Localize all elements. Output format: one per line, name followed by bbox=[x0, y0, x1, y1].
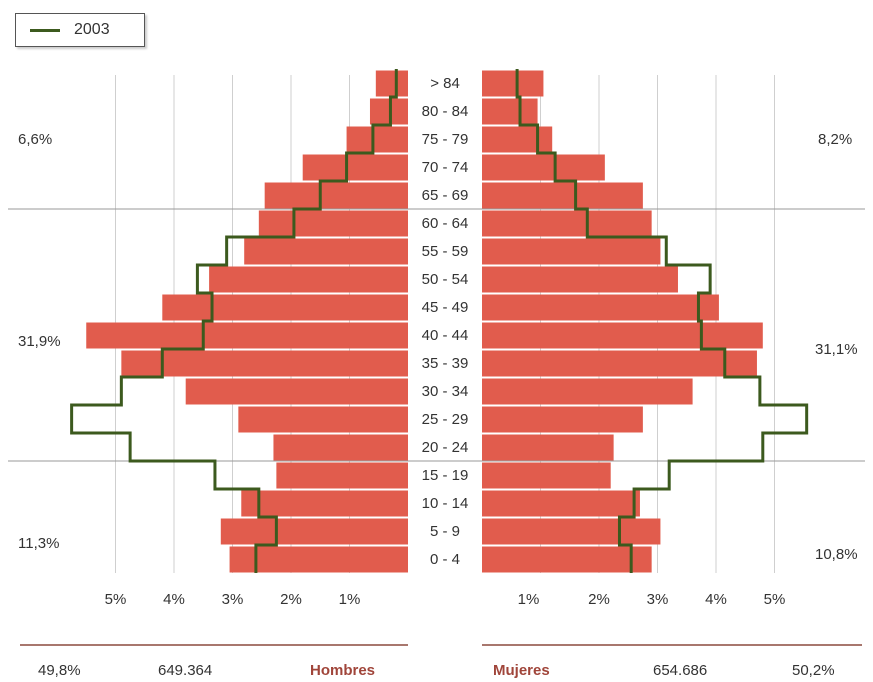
hombres-bar-2 bbox=[241, 490, 408, 517]
tick-right-4: 5% bbox=[764, 591, 786, 608]
mujeres-bar-4 bbox=[482, 434, 614, 461]
hombres-bar-15 bbox=[346, 126, 408, 153]
mujeres-bar-10 bbox=[482, 266, 678, 293]
age-label-7: 35 - 39 bbox=[422, 355, 469, 372]
axis-tick-labels: 5% 4% 3% 2% 1% 1% 2% 3% 4% 5% bbox=[105, 591, 786, 608]
hombres-bar-13 bbox=[264, 182, 408, 209]
age-label-1: 5 - 9 bbox=[430, 523, 460, 540]
age-label-2: 10 - 14 bbox=[422, 495, 469, 512]
hombres-bar-6 bbox=[185, 378, 408, 405]
hombres-bar-10 bbox=[209, 266, 408, 293]
mujeres-bar-0 bbox=[482, 546, 652, 573]
age-label-3: 15 - 19 bbox=[422, 467, 469, 484]
tick-left-3: 2% bbox=[280, 591, 302, 608]
hombres-bar-8 bbox=[86, 322, 408, 349]
mujeres-count: 654.686 bbox=[653, 662, 708, 679]
tick-right-2: 3% bbox=[647, 591, 669, 608]
left-group-pct-bottom: 11,3% bbox=[18, 535, 60, 552]
age-label-13: 65 - 69 bbox=[422, 187, 469, 204]
mujeres-bars bbox=[482, 70, 763, 573]
age-label-0: 0 - 4 bbox=[430, 551, 460, 568]
tick-right-1: 2% bbox=[588, 591, 610, 608]
legend-line-swatch bbox=[30, 29, 60, 32]
age-label-17: > 84 bbox=[430, 75, 460, 92]
mujeres-bar-9 bbox=[482, 294, 719, 321]
hombres-bars bbox=[86, 70, 408, 573]
mujeres-bar-6 bbox=[482, 378, 693, 405]
line-2003-hombres bbox=[70, 69, 398, 573]
age-label-4: 20 - 24 bbox=[422, 439, 469, 456]
tick-left-0: 5% bbox=[105, 591, 127, 608]
mujeres-bar-17 bbox=[482, 70, 544, 97]
age-label-9: 45 - 49 bbox=[422, 299, 469, 316]
age-label-8: 40 - 44 bbox=[422, 327, 469, 344]
tick-right-3: 4% bbox=[705, 591, 727, 608]
legend: 2003 bbox=[15, 13, 145, 47]
tick-left-4: 1% bbox=[339, 591, 361, 608]
hombres-bar-11 bbox=[244, 238, 408, 265]
hombres-bar-7 bbox=[121, 350, 408, 377]
line-2003-mujeres bbox=[515, 69, 809, 573]
hombres-bar-0 bbox=[229, 546, 408, 573]
age-group-labels: 0 - 4 5 - 9 10 - 14 15 - 19 20 - 24 25 - 29 30… bbox=[422, 75, 469, 568]
mujeres-bar-3 bbox=[482, 462, 611, 489]
hombres-count: 649.364 bbox=[158, 662, 213, 679]
right-group-pct-top: 8,2% bbox=[818, 131, 853, 148]
mujeres-percentage: 50,2% bbox=[792, 662, 835, 679]
lines-2003 bbox=[70, 69, 809, 573]
hombres-bar-14 bbox=[302, 154, 408, 181]
right-group-pct-middle: 31,1% bbox=[815, 341, 858, 358]
hombres-bar-5 bbox=[238, 406, 408, 433]
hombres-bar-3 bbox=[276, 462, 408, 489]
hombres-label: Hombres bbox=[310, 662, 376, 679]
age-label-6: 30 - 34 bbox=[422, 383, 469, 400]
left-group-pct-top: 6,6% bbox=[18, 131, 53, 148]
hombres-bar-9 bbox=[162, 294, 408, 321]
mujeres-bar-8 bbox=[482, 322, 763, 349]
mujeres-bar-1 bbox=[482, 518, 661, 545]
hombres-bar-1 bbox=[220, 518, 408, 545]
age-label-5: 25 - 29 bbox=[422, 411, 469, 428]
mujeres-bar-5 bbox=[482, 406, 643, 433]
age-label-14: 70 - 74 bbox=[422, 159, 469, 176]
age-label-11: 55 - 59 bbox=[422, 243, 469, 260]
age-label-15: 75 - 79 bbox=[422, 131, 469, 148]
hombres-bar-12 bbox=[258, 210, 408, 237]
mujeres-bar-13 bbox=[482, 182, 643, 209]
hombres-bar-4 bbox=[273, 434, 408, 461]
mujeres-bar-11 bbox=[482, 238, 661, 265]
hombres-bar-17 bbox=[375, 70, 408, 97]
mujeres-label: Mujeres bbox=[493, 662, 550, 679]
mujeres-bar-14 bbox=[482, 154, 605, 181]
mujeres-bar-12 bbox=[482, 210, 652, 237]
mujeres-bar-2 bbox=[482, 490, 640, 517]
legend-label: 2003 bbox=[74, 21, 110, 38]
age-label-12: 60 - 64 bbox=[422, 215, 469, 232]
tick-left-2: 3% bbox=[222, 591, 244, 608]
tick-right-0: 1% bbox=[518, 591, 540, 608]
age-label-10: 50 - 54 bbox=[422, 271, 469, 288]
mujeres-bar-16 bbox=[482, 98, 538, 125]
age-label-16: 80 - 84 bbox=[422, 103, 469, 120]
tick-left-1: 4% bbox=[163, 591, 185, 608]
left-group-pct-middle: 31,9% bbox=[18, 333, 61, 350]
mujeres-bar-15 bbox=[482, 126, 553, 153]
right-group-pct-bottom: 10,8% bbox=[815, 546, 858, 563]
hombres-percentage: 49,8% bbox=[38, 662, 81, 679]
mujeres-bar-7 bbox=[482, 350, 757, 377]
